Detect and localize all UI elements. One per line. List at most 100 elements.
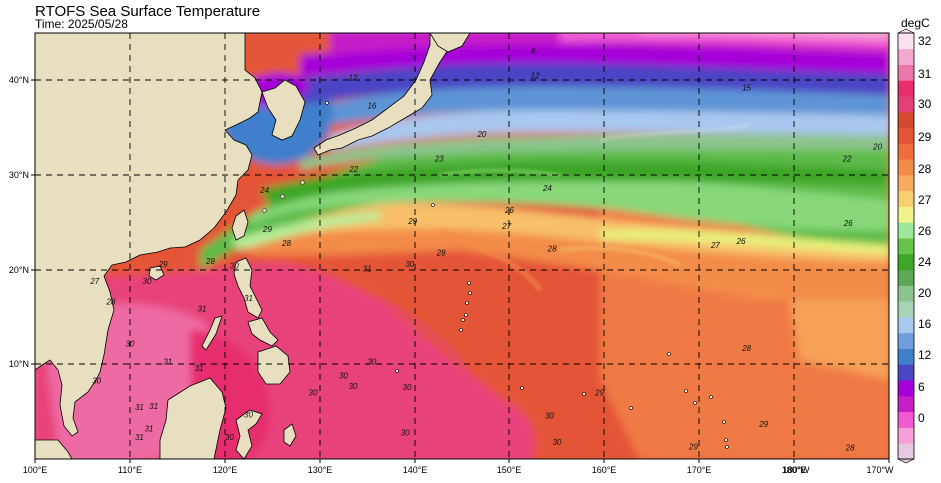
x-tick-label: 110°E (118, 465, 142, 475)
colorbar-tick-label: 24 (918, 255, 932, 269)
contour-label: 30 (143, 277, 152, 286)
axis-ticks (31, 79, 890, 463)
contour-label: 30 (545, 411, 554, 420)
contour-label: 30 (339, 372, 348, 381)
colorbar-band (898, 64, 914, 81)
contour-label: 29 (407, 217, 417, 226)
colorbar-tick-label: 20 (918, 286, 932, 300)
contour-label: 30 (92, 376, 101, 385)
y-tick-label: 40°N (9, 75, 29, 85)
x-tick-label: 120°E (213, 465, 238, 475)
colorbar-band (898, 96, 914, 113)
x-tick-label: 130°E (308, 465, 333, 475)
colorbar-band (898, 317, 914, 334)
land-palawan (201, 315, 223, 351)
land-ryukyu (261, 179, 306, 214)
x-tick-label: 140°E (403, 465, 428, 475)
contour-label: 28 (105, 298, 115, 307)
land-sulawesi (235, 409, 263, 459)
contour-label: 30 (125, 339, 134, 348)
colorbar-band (898, 348, 914, 365)
contour-label: 29 (594, 389, 604, 398)
colorbar-band (898, 285, 914, 302)
contour-label: 28 (845, 444, 855, 453)
land-luzon (233, 257, 263, 319)
colorbar-band (898, 222, 914, 239)
x-tick-label: 180°E (782, 465, 807, 475)
colorbar-tick-label: 32 (918, 34, 932, 48)
colorbar-band (898, 269, 914, 286)
colorbar-band (898, 411, 914, 428)
land-korea (261, 79, 306, 141)
contour-label: 30 (552, 438, 561, 447)
contour-label: 27 (710, 241, 720, 250)
contour-label: 31 (135, 403, 144, 412)
land-borneo (159, 377, 227, 459)
colorbar-extend-bottom (897, 458, 915, 464)
colorbar-band (898, 380, 914, 397)
land-halmahera (283, 423, 297, 447)
gridlines (35, 33, 889, 459)
contour-label: 30 (225, 433, 234, 442)
contour-label: 31 (363, 265, 372, 274)
land-masses (35, 33, 471, 459)
contour-label: 31 (163, 357, 172, 366)
contour-label: 31 (195, 364, 204, 373)
colorbar-band (898, 253, 914, 271)
colorbar-tick-label: 6 (918, 380, 925, 394)
x-tick-label: 100°E (23, 465, 48, 475)
colorbar-extend-top (897, 28, 915, 34)
land-hokkaido (429, 33, 471, 53)
contour-label: 28 (281, 239, 291, 248)
colorbar-tick-label: 28 (918, 162, 932, 176)
contour-label: 29 (688, 443, 698, 452)
colorbar-tick-label: 0 (918, 411, 925, 425)
colorbar-frame (897, 32, 915, 460)
contour-label: 24 (259, 186, 269, 195)
colorbar-band (898, 80, 914, 97)
contour-label: 27 (501, 222, 511, 231)
contour-label: 27 (89, 277, 99, 286)
contour-label: 12 (348, 73, 357, 82)
contour-label: 22 (348, 165, 358, 174)
contour-label: 30 (309, 389, 318, 398)
contour-label: 31 (244, 294, 253, 303)
x-tick-label: 160°E (592, 465, 617, 475)
contour-label: 26 (504, 206, 514, 215)
contour-label: 12 (531, 71, 540, 80)
contour-label: 31 (198, 304, 207, 313)
colorbar-tick-label: 29 (918, 130, 932, 144)
contour-label: 31 (149, 402, 158, 411)
contour-label: 23 (434, 155, 444, 164)
x-tick-label: 150°E (497, 465, 522, 475)
colorbar-units: degC (901, 16, 930, 30)
sst-fine-structure (378, 123, 751, 382)
contour-label: 28 (547, 245, 557, 254)
colorbar-tick-label: 16 (918, 317, 932, 331)
contour-label: 30 (348, 382, 357, 391)
land-malay-sumatra (35, 439, 73, 459)
contour-label: 30 (401, 428, 410, 437)
colorbar-band (898, 33, 914, 50)
contour-label: 15 (742, 84, 751, 93)
pacific-islands (325, 101, 729, 449)
contour-label: 30 (244, 410, 253, 419)
contour-label: 26 (843, 219, 853, 228)
colorbar-band (898, 206, 914, 223)
plot-area: 6 12 12 15 16 20 22 22 20 23 24 24 26 27 26 27 26 28 28 29 3… (35, 33, 889, 459)
contour-label: 24 (542, 184, 552, 193)
contour-label: 22 (842, 155, 852, 164)
contour-label: 26 (736, 237, 746, 246)
x-tick-label: 170°E (687, 465, 712, 475)
colorbar-band (898, 395, 914, 413)
contour-label: 28 (205, 257, 215, 266)
x-tick-label: 180°W (782, 465, 810, 475)
contour-label: 29 (158, 260, 168, 269)
contour-label: 30 (230, 262, 239, 271)
contour-label: 29 (758, 420, 768, 429)
land-mindanao (257, 345, 291, 385)
colorbar-tick-label: 12 (918, 348, 932, 362)
colorbar-band (898, 332, 914, 349)
colorbar-band (898, 111, 914, 129)
